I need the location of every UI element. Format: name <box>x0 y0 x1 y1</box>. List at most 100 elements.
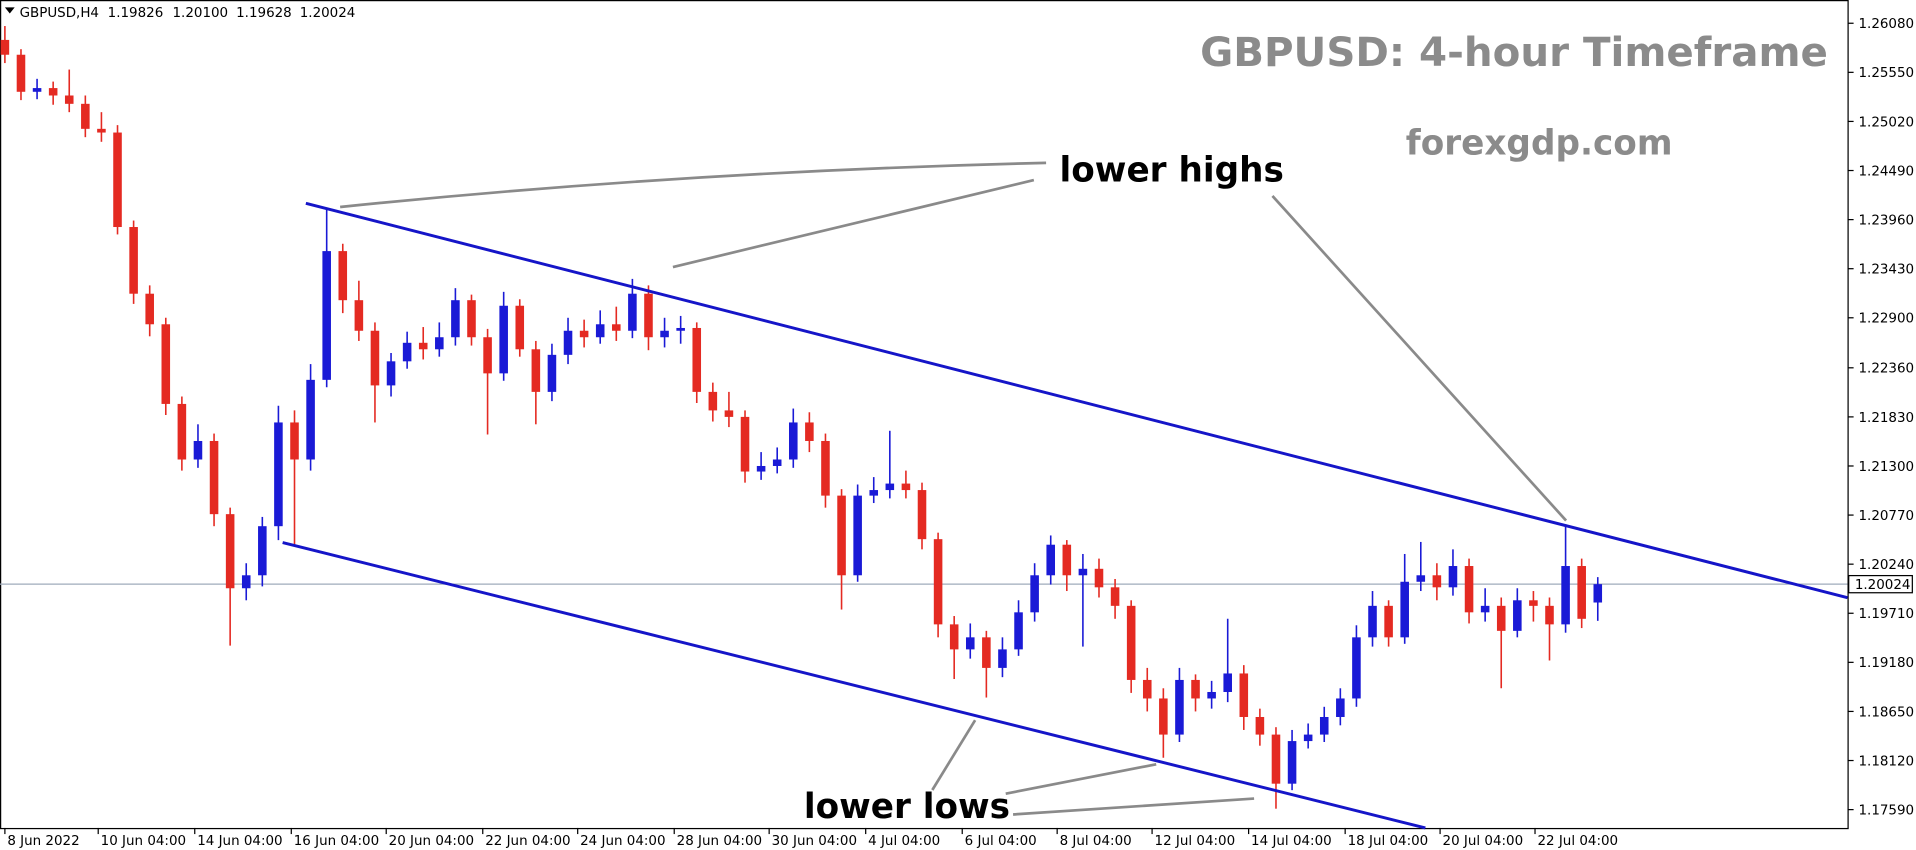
candle-body <box>1239 673 1249 717</box>
candle-body <box>1513 600 1522 631</box>
chart-subtitle: forexgdp.com <box>1406 123 1673 163</box>
candle-body <box>821 440 830 496</box>
candle-body <box>1223 673 1232 692</box>
x-tick-label: 16 Jun 04:00 <box>294 834 379 849</box>
candle-body <box>225 514 235 589</box>
candle-body <box>97 128 106 133</box>
x-tick-label: 12 Jul 04:00 <box>1155 834 1236 849</box>
y-tick-label: 1.25020 <box>1858 115 1914 130</box>
candle-body <box>241 575 251 589</box>
candle-body <box>1529 600 1538 606</box>
candle-body <box>1287 741 1297 784</box>
candle-body <box>1384 605 1393 638</box>
candle-body <box>177 403 187 460</box>
candle-body <box>998 649 1007 668</box>
axes: 1.26080 1.25550 1.25020 1.24490 1.23960 1.234… <box>4 17 1914 849</box>
y-tick-label: 1.22360 <box>1858 362 1914 377</box>
candle-body <box>290 422 299 460</box>
candle-body <box>531 349 541 392</box>
candle-body <box>1432 575 1442 588</box>
y-tick-label: 1.18650 <box>1858 705 1914 720</box>
candle-body <box>660 330 669 338</box>
candle-body <box>772 459 782 466</box>
candle-body <box>1126 605 1136 680</box>
candle-body <box>161 324 171 404</box>
upper-channel-line <box>305 201 1848 600</box>
x-tick-label: 14 Jun 04:00 <box>197 834 282 849</box>
y-tick-label: 1.19180 <box>1858 656 1914 671</box>
annotation-pointer <box>1271 195 1568 522</box>
candle-body <box>467 300 476 338</box>
candle-body <box>1191 679 1200 699</box>
candle-body <box>740 416 750 472</box>
candle-body <box>1319 716 1329 735</box>
candle-body <box>628 293 637 331</box>
candle-body <box>1255 716 1265 735</box>
x-tick-label: 8 Jun 2022 <box>7 834 79 849</box>
annotation-pointer <box>339 161 1047 209</box>
candle-body <box>579 330 589 338</box>
header-arrow <box>4 7 15 14</box>
y-tick-label: 1.26080 <box>1858 17 1914 32</box>
annotation-pointer <box>1012 797 1255 816</box>
annotation-pointer <box>672 178 1035 269</box>
candle-body <box>1336 698 1345 717</box>
y-tick-label: 1.22900 <box>1858 312 1914 327</box>
candle-body <box>1545 605 1554 625</box>
candle-body <box>0 39 10 55</box>
candle-body <box>949 624 959 650</box>
candle-body <box>32 88 42 92</box>
y-tick-label: 1.18120 <box>1858 754 1914 769</box>
candle-body <box>1368 605 1377 638</box>
candle-body <box>402 342 412 362</box>
x-tick-label: 20 Jun 04:00 <box>389 834 474 849</box>
candle-body <box>386 361 396 386</box>
candle-body <box>933 539 943 625</box>
candle-body <box>1464 566 1474 613</box>
candle-body <box>306 379 315 460</box>
candle-body <box>805 422 814 441</box>
candle-body <box>692 327 702 392</box>
candle-body <box>1062 544 1072 576</box>
candle-body <box>1142 679 1152 699</box>
candle-body <box>853 495 862 576</box>
x-tick-label: 18 Jul 04:00 <box>1348 834 1429 849</box>
candle-body <box>965 637 975 650</box>
candle-body <box>708 391 718 411</box>
annotation: lower highs <box>1060 150 1284 190</box>
candle-body <box>901 483 911 491</box>
x-tick-label: 4 Jul 04:00 <box>868 834 940 849</box>
candle-body <box>145 293 154 325</box>
symbol-label: GBPUSD,H4 <box>20 6 99 21</box>
candle-body <box>370 330 380 386</box>
candle-body <box>644 293 653 338</box>
candle-body <box>81 103 90 129</box>
candle-body <box>274 422 283 527</box>
candle-body <box>676 327 685 331</box>
x-tick-label: 22 Jul 04:00 <box>1537 834 1618 849</box>
candle-body <box>113 132 122 228</box>
candle-body <box>917 490 927 540</box>
y-tick-label: 1.21830 <box>1858 411 1914 426</box>
candle-body <box>1416 575 1426 582</box>
candle-body <box>435 337 444 350</box>
candle-body <box>612 324 621 331</box>
current-price-box <box>1848 574 1913 594</box>
candle-body <box>193 440 203 460</box>
candle-body <box>1561 566 1570 625</box>
candle-body <box>547 354 557 392</box>
y-tick-label: 1.17590 <box>1858 804 1914 819</box>
candle-body <box>1480 605 1490 613</box>
candle-body <box>789 422 798 460</box>
x-tick-label: 30 Jun 04:00 <box>772 834 857 849</box>
candle-body <box>595 324 605 338</box>
candle-body <box>1159 698 1168 735</box>
ohlc-label: 1.20024 <box>300 6 356 21</box>
candle-body <box>483 337 492 374</box>
candle-body <box>1303 734 1313 742</box>
candle-body <box>1352 637 1361 699</box>
y-tick-label: 1.19710 <box>1858 607 1914 622</box>
candle-body <box>1175 679 1184 735</box>
y-tick-label: 1.25550 <box>1858 66 1914 81</box>
x-tick-label: 6 Jul 04:00 <box>965 834 1037 849</box>
